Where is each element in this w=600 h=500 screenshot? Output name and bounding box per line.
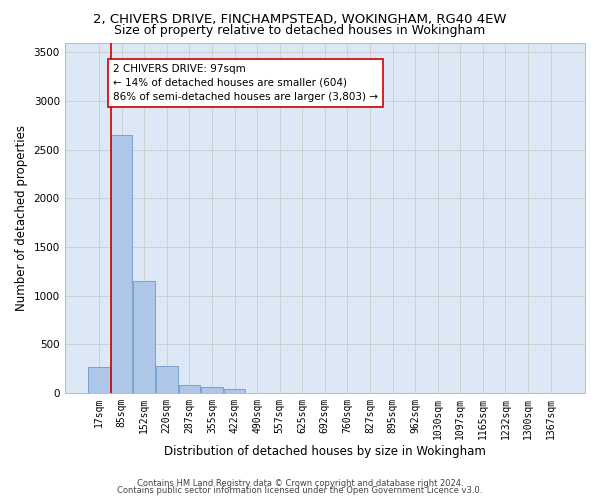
Text: 2, CHIVERS DRIVE, FINCHAMPSTEAD, WOKINGHAM, RG40 4EW: 2, CHIVERS DRIVE, FINCHAMPSTEAD, WOKINGH…	[93, 12, 507, 26]
Bar	[224, 388, 245, 393]
Y-axis label: Number of detached properties: Number of detached properties	[15, 124, 28, 310]
Text: Contains HM Land Registry data © Crown copyright and database right 2024.: Contains HM Land Registry data © Crown c…	[137, 478, 463, 488]
Bar	[133, 281, 155, 393]
Bar	[179, 385, 200, 393]
Text: Contains public sector information licensed under the Open Government Licence v3: Contains public sector information licen…	[118, 486, 482, 495]
Bar	[111, 135, 133, 393]
Text: 2 CHIVERS DRIVE: 97sqm
← 14% of detached houses are smaller (604)
86% of semi-de: 2 CHIVERS DRIVE: 97sqm ← 14% of detached…	[113, 64, 378, 102]
Bar	[201, 387, 223, 393]
Text: Size of property relative to detached houses in Wokingham: Size of property relative to detached ho…	[115, 24, 485, 37]
X-axis label: Distribution of detached houses by size in Wokingham: Distribution of detached houses by size …	[164, 444, 486, 458]
Bar	[88, 366, 110, 393]
Bar	[156, 366, 178, 393]
